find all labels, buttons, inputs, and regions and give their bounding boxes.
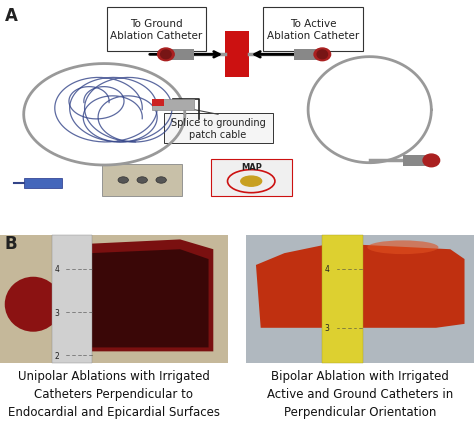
Ellipse shape — [423, 155, 440, 167]
FancyBboxPatch shape — [107, 8, 206, 52]
Ellipse shape — [161, 51, 171, 60]
Ellipse shape — [156, 177, 166, 184]
Ellipse shape — [5, 277, 62, 332]
Bar — [294, 49, 322, 61]
Polygon shape — [57, 240, 213, 351]
Bar — [322, 236, 363, 363]
Text: 4: 4 — [55, 265, 59, 274]
Ellipse shape — [137, 177, 147, 184]
Ellipse shape — [314, 49, 331, 61]
Text: Unipolar Ablations with Irrigated
Catheters Perpendicular to
Endocardial and Epi: Unipolar Ablations with Irrigated Cathet… — [8, 369, 220, 418]
Text: 3: 3 — [325, 323, 329, 333]
Bar — [152, 100, 194, 110]
Bar — [246, 236, 474, 363]
Bar — [166, 49, 194, 61]
Polygon shape — [90, 250, 209, 348]
FancyBboxPatch shape — [164, 114, 273, 144]
Text: MAP: MAP — [241, 162, 262, 171]
Text: Splice to grounding
patch cable: Splice to grounding patch cable — [171, 118, 265, 140]
Bar — [225, 32, 249, 78]
Ellipse shape — [158, 49, 174, 61]
Bar — [52, 236, 92, 363]
Text: 2: 2 — [55, 351, 59, 360]
Text: A: A — [5, 7, 18, 25]
Text: B: B — [5, 234, 18, 252]
FancyBboxPatch shape — [263, 8, 363, 52]
Bar — [403, 155, 431, 167]
Circle shape — [235, 174, 268, 190]
Bar — [152, 100, 164, 107]
Bar — [0, 236, 228, 363]
FancyBboxPatch shape — [211, 160, 292, 197]
FancyBboxPatch shape — [102, 164, 182, 197]
Text: 3: 3 — [55, 308, 59, 317]
Ellipse shape — [118, 177, 128, 184]
Text: To Active
Ablation Catheter: To Active Ablation Catheter — [267, 19, 359, 40]
Ellipse shape — [367, 241, 438, 254]
Text: To Ground
Ablation Catheter: To Ground Ablation Catheter — [110, 19, 202, 40]
Circle shape — [241, 177, 262, 187]
Text: 4: 4 — [325, 265, 329, 274]
Polygon shape — [256, 244, 465, 328]
Bar — [24, 178, 62, 189]
Ellipse shape — [317, 51, 328, 60]
Text: Bipolar Ablation with Irrigated
Active and Ground Catheters in
Perpendicular Ori: Bipolar Ablation with Irrigated Active a… — [267, 369, 453, 418]
